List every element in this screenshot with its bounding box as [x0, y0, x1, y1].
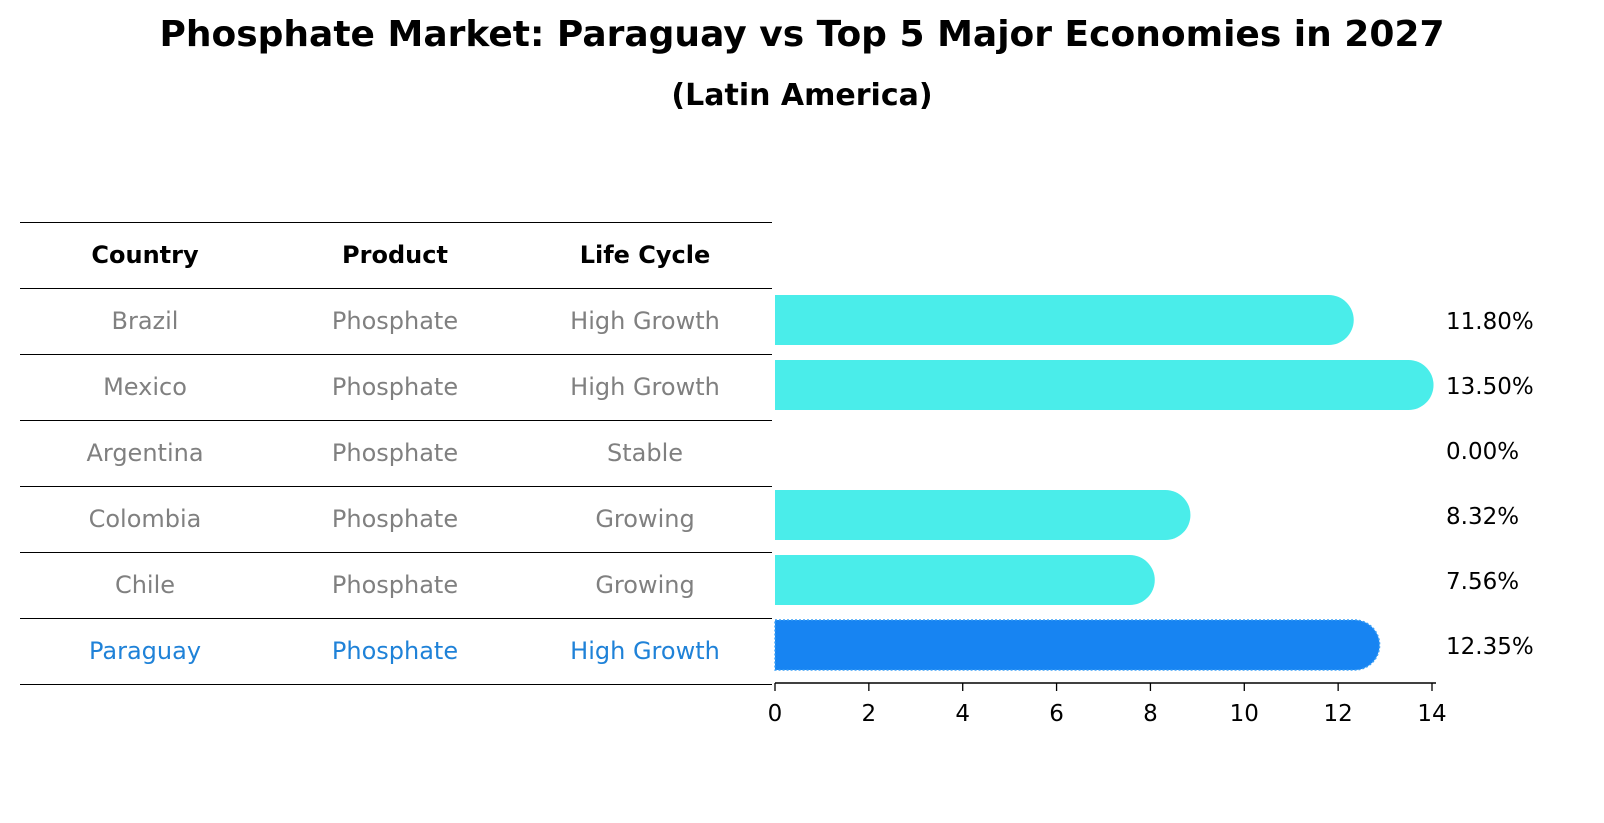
data-label: 11.80% — [1446, 309, 1534, 335]
bar-highlight-outline — [774, 619, 1381, 671]
cell-life-cycle: High Growth — [570, 637, 720, 665]
x-tick-label: 2 — [862, 701, 877, 727]
cell-product: Phosphate — [331, 637, 459, 665]
cell-country: Chile — [114, 571, 176, 599]
header-product: Product — [342, 241, 448, 269]
table-rule — [20, 486, 772, 487]
x-tick-label: 6 — [1049, 701, 1064, 727]
cell-product: Phosphate — [331, 373, 459, 401]
table-rule — [20, 288, 772, 289]
table-rule — [20, 354, 772, 355]
table-rule — [20, 684, 772, 685]
cell-life-cycle: Stable — [606, 439, 684, 467]
cell-product: Phosphate — [331, 571, 459, 599]
cell-life-cycle: High Growth — [570, 307, 720, 335]
data-label: 7.56% — [1446, 569, 1519, 595]
cell-life-cycle: Growing — [595, 571, 695, 599]
x-tick-label: 12 — [1324, 701, 1353, 727]
cell-life-cycle: Growing — [595, 505, 695, 533]
bar — [775, 490, 1191, 540]
x-tick-label: 8 — [1143, 701, 1158, 727]
data-label: 0.00% — [1446, 439, 1519, 465]
cell-country: Colombia — [88, 505, 202, 533]
cell-country: Paraguay — [88, 637, 202, 665]
x-tick-label: 0 — [768, 701, 783, 727]
table-rule — [20, 618, 772, 619]
header-country: Country — [91, 241, 199, 269]
data-label: 8.32% — [1446, 504, 1519, 530]
table-rule — [20, 552, 772, 553]
bar — [775, 360, 1434, 410]
cell-country: Brazil — [111, 307, 179, 335]
data-label: 12.35% — [1446, 634, 1534, 660]
chart-subtitle: (Latin America) — [671, 78, 933, 113]
cell-product: Phosphate — [331, 505, 459, 533]
x-tick-label: 14 — [1417, 701, 1446, 727]
chart-title: Phosphate Market: Paraguay vs Top 5 Majo… — [159, 14, 1445, 55]
header-life-cycle: Life Cycle — [579, 241, 711, 269]
cell-country: Mexico — [103, 373, 187, 401]
bar-highlight — [775, 620, 1380, 670]
table-rule — [20, 222, 772, 223]
data-label: 13.50% — [1446, 374, 1534, 400]
table-rule — [20, 420, 772, 421]
cell-life-cycle: High Growth — [570, 373, 720, 401]
bar — [775, 555, 1155, 605]
x-tick-label: 4 — [955, 701, 970, 727]
cell-product: Phosphate — [331, 439, 459, 467]
bar — [775, 295, 1354, 345]
x-tick-label: 10 — [1230, 701, 1259, 727]
cell-product: Phosphate — [331, 307, 459, 335]
cell-country: Argentina — [86, 439, 204, 467]
